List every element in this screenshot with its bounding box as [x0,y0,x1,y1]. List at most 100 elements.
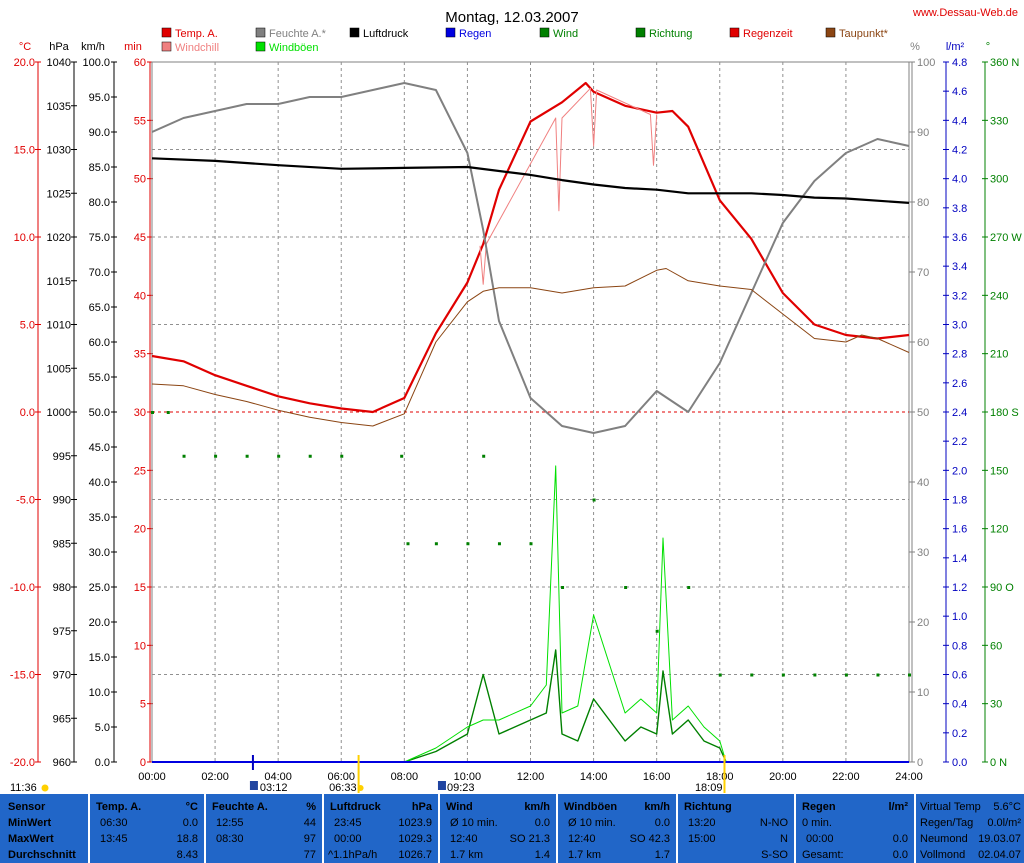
kmh-axis-tick: 95.0 [89,92,110,104]
direction-point [687,586,691,589]
lm2-axis-tick: 1.8 [952,495,967,507]
hpa-axis-tick: 1020 [47,232,71,244]
misc-v4: 02.04.07 [978,849,1021,861]
kmh-axis-tick: 45.0 [89,442,110,454]
time-tick: 22:00 [832,771,860,783]
legend-swatch [349,27,360,38]
direction-point [151,411,154,414]
direction-point [844,673,848,677]
press-min-time: 23:45 [334,817,362,829]
deg-axis-tick: 120 [990,524,1008,536]
misc-v1: 5.6°C [993,801,1021,813]
table-separator [914,794,916,863]
legend-item: Windböen [269,42,319,54]
misc-v3: 19.03.07 [978,833,1021,845]
direction-point [182,454,186,458]
gust-col: Windböen km/h Ø 10 min. 0.0 12:40 SO 42.… [558,794,676,863]
hum-min: 44 [303,817,316,829]
table-separator [676,794,678,863]
rain-r2b: 0.0 [892,833,908,845]
kmh-axis-tick: 100.0 [82,57,110,69]
pct-axis-tick: 100 [917,57,935,69]
direction-point [718,673,722,677]
min-axis-tick: 35 [134,349,146,361]
wind-r3b: 1.4 [534,849,550,861]
temp-axis-tick: -5.0 [16,495,35,507]
site-link[interactable]: www.Dessau-Web.de [912,7,1018,19]
gust-r3a: 1.7 km [568,849,602,861]
kmh-axis-tick: 5.0 [95,722,110,734]
temp-axis-tick: 5.0 [20,320,35,332]
time-tick: 16:00 [643,771,671,783]
hpa-axis-tick: 1030 [47,145,71,157]
hpa-axis-tick: 1010 [47,320,71,332]
hum-head: Feuchte A. [212,801,268,813]
direction-point [655,629,659,633]
legend-item: Regen [459,28,491,40]
lm2-axis-tick: 3.2 [952,290,967,302]
direction-point [340,454,344,458]
lm2-axis-tick: 4.8 [952,57,967,69]
deg-axis-tick: 60 [990,640,1002,652]
legend-swatch [445,27,456,38]
temp-axis-tick: -10.0 [10,582,35,594]
gust-r3b: 1.7 [654,849,670,861]
kmh-axis-tick: 55.0 [89,372,110,384]
rain-col: Regen l/m² 0 min. 00:00 0.0 Gesamt: 0.0 [796,794,914,863]
time-tick: 02:00 [201,771,229,783]
lm2-axis-tick: 3.8 [952,203,967,215]
press-head: Luftdruck [330,801,381,813]
kmh-axis-tick: 20.0 [89,617,110,629]
misc-v2: 0.0l/m² [987,817,1021,829]
series-temp-a- [151,81,910,414]
time-tick: 24:00 [895,771,923,783]
legend-swatch [255,27,266,38]
moonrise-time: 09:23 [447,782,475,794]
rain-r3b: 0.0 [892,849,908,861]
pct-unit: % [910,41,920,53]
deg-axis-tick: 0 N [990,757,1007,769]
wind-unit: km/h [524,801,550,813]
temp-axis-tick: 10.0 [14,232,35,244]
temp-col: Temp. A. °C 06:30 0.0 13:45 18.8 8.43 [90,794,204,863]
moonset-icon [249,781,258,790]
direction-point [592,498,596,502]
kmh-unit: km/h [81,41,105,53]
pct-axis-tick: 30 [917,547,929,559]
misc-col: Virtual Temp 5.6°C Regen/Tag 0.0l/m² Neu… [916,794,1024,863]
kmh-axis-tick: 90.0 [89,127,110,139]
hpa-axis-tick: 985 [53,538,71,550]
lm2-axis-tick: 0.8 [952,640,967,652]
hpa-axis-tick: 970 [53,670,71,682]
hpa-axis-tick: 990 [53,495,71,507]
kmh-axis-tick: 70.0 [89,267,110,279]
gust-r2a: 12:40 [568,833,596,845]
temp-axis-tick: 0.0 [20,407,35,419]
legend-swatch [255,41,266,52]
press-max: 1029.3 [398,833,432,845]
min-axis-tick: 20 [134,524,146,536]
pct-axis-tick: 40 [917,477,929,489]
direction-point [529,542,533,546]
lm2-axis-tick: 1.0 [952,611,967,623]
time-tick: 00:00 [138,771,166,783]
dir-r1a: 13:20 [688,817,716,829]
gust-r1b: 0.0 [654,817,670,829]
lm2-axis-tick: 4.6 [952,86,967,98]
temp-unit: °C [185,801,198,813]
temp-axis-tick: 20.0 [14,57,35,69]
deg-axis-tick: 360 N [990,57,1019,69]
pct-axis-tick: 20 [917,617,929,629]
direction-point [214,454,218,458]
time-tick: 04:00 [264,771,292,783]
gust-head: Windböen [564,801,618,813]
grid [151,61,910,763]
table-separator [204,794,206,863]
temp-head: Temp. A. [96,801,142,813]
row-label-min: MinWert [8,817,52,829]
legend-swatch [635,27,646,38]
kmh-axis-tick: 0.0 [95,757,110,769]
pct-axis-tick: 70 [917,267,929,279]
lm2-axis-tick: 3.0 [952,320,967,332]
legend-item: Feuchte A.* [269,28,327,40]
